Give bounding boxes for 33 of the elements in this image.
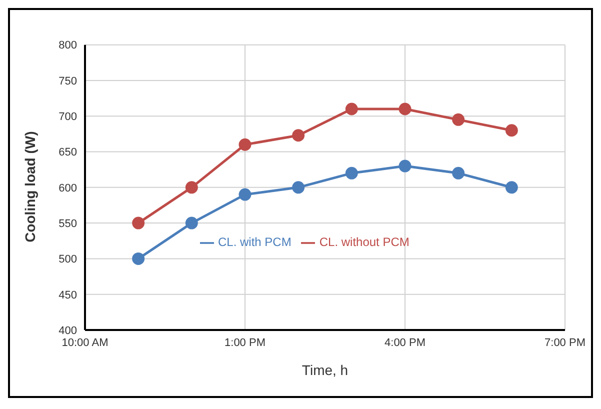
legend-label: CL. with PCM: [218, 235, 292, 249]
point: [505, 124, 518, 137]
point: [185, 181, 198, 194]
point: [238, 138, 252, 151]
point: [292, 129, 305, 142]
y-tick-label: 450: [58, 289, 77, 302]
y-tick-label: 550: [58, 218, 77, 230]
x-tick-label: 1:00 PM: [224, 336, 266, 349]
point: [292, 181, 305, 194]
legend-label: CL. without PCM: [319, 235, 410, 249]
x-tick-label: 10:00 AM: [62, 336, 108, 349]
x-tick-label: 7:00 PM: [544, 336, 586, 349]
y-tick-label: 750: [58, 75, 77, 88]
point: [132, 252, 145, 265]
point: [345, 102, 358, 116]
point: [238, 188, 252, 201]
point: [452, 166, 465, 180]
y-tick-label: 400: [58, 324, 77, 337]
point: [345, 166, 358, 180]
point: [505, 181, 518, 194]
y-tick-label: 700: [58, 111, 77, 124]
x-tick-label: 4:00 PM: [384, 336, 426, 349]
y-tick-label: 650: [58, 146, 77, 159]
point: [185, 216, 198, 230]
point: [398, 102, 412, 116]
y-tick-label: 800: [58, 40, 77, 52]
x-axis-title: Time, h: [302, 362, 348, 378]
point: [452, 113, 465, 126]
point: [132, 216, 145, 230]
point: [398, 160, 412, 172]
y-axis-title: Cooling load (W): [22, 131, 38, 242]
y-tick-label: 500: [58, 254, 77, 266]
y-tick-label: 600: [58, 182, 77, 194]
